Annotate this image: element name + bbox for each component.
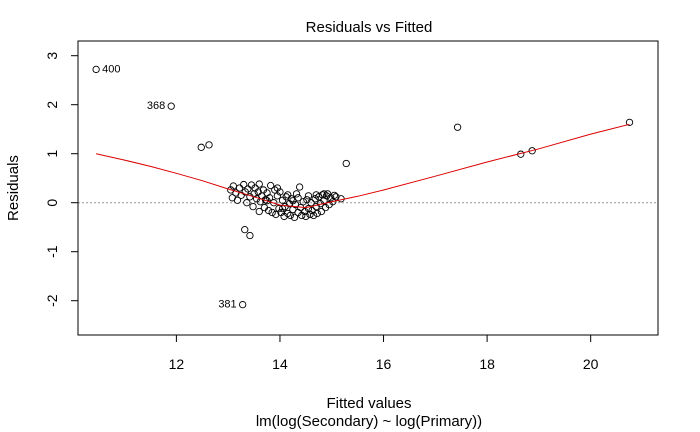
smoother-line — [95, 123, 630, 209]
y-tick-label: -2 — [44, 294, 60, 307]
x-axis: 12 14 16 18 20 — [169, 334, 599, 372]
data-point — [276, 188, 284, 196]
x-axis-sublabel: lm(log(Secondary) ~ log(Primary)) — [256, 413, 482, 430]
data-point — [332, 193, 340, 201]
data-point — [273, 192, 282, 200]
data-point — [235, 184, 244, 192]
data-point — [254, 188, 262, 196]
point-label: 400 — [102, 63, 120, 75]
data-point — [313, 209, 321, 218]
data-point — [205, 141, 213, 149]
x-tick-label: 18 — [479, 356, 495, 372]
data-point — [244, 185, 252, 193]
data-point — [327, 194, 335, 202]
data-point — [302, 212, 310, 221]
data-point — [453, 123, 462, 131]
data-point — [270, 199, 278, 207]
data-point — [241, 225, 249, 234]
data-point — [255, 207, 263, 216]
y-tick-label: 0 — [44, 199, 60, 207]
x-tick-label: 20 — [583, 356, 599, 372]
data-point — [233, 196, 242, 204]
data-point — [167, 102, 175, 110]
point-label: 368 — [147, 100, 165, 112]
data-point — [239, 300, 247, 309]
data-point — [92, 65, 100, 74]
data-point — [286, 211, 294, 220]
data-point — [197, 143, 205, 151]
data-point — [304, 192, 313, 200]
y-tick-label: 1 — [44, 150, 60, 158]
point-label: 381 — [218, 299, 236, 311]
data-point — [249, 202, 257, 211]
y-tick-label: 3 — [44, 52, 60, 60]
plot-frame — [77, 40, 659, 336]
data-point — [240, 180, 248, 189]
data-point — [246, 231, 254, 240]
x-tick-label: 14 — [272, 356, 288, 372]
data-point — [307, 199, 315, 207]
data-point — [255, 180, 263, 188]
data-point — [292, 190, 301, 198]
data-point — [243, 199, 251, 207]
y-tick-label: -1 — [44, 245, 60, 258]
data-point — [312, 191, 320, 199]
data-point — [317, 207, 326, 216]
data-point — [306, 210, 314, 219]
data-point — [625, 118, 634, 126]
y-axis-label: Residuals — [5, 155, 22, 221]
x-tick-label: 12 — [169, 356, 185, 372]
data-point — [320, 190, 328, 198]
data-point — [263, 197, 271, 205]
data-point — [282, 193, 290, 201]
data-point — [289, 197, 297, 205]
y-tick-label: 2 — [44, 101, 60, 109]
data-point — [264, 206, 273, 215]
data-point — [311, 195, 319, 203]
data-point — [266, 181, 275, 190]
data-point — [309, 211, 318, 220]
x-tick-label: 16 — [376, 356, 392, 372]
data-point — [295, 183, 304, 191]
data-point — [284, 191, 292, 199]
chart-title: Residuals vs Fitted — [306, 19, 433, 36]
data-point — [287, 195, 296, 203]
data-point — [342, 159, 350, 168]
data-point — [272, 210, 280, 219]
data-point — [273, 184, 282, 192]
data-point — [528, 147, 536, 155]
data-points — [92, 65, 634, 309]
point-labels: 400 368 381 — [102, 63, 237, 310]
x-axis-label: Fitted values — [326, 395, 411, 412]
y-axis: -2 -1 0 1 2 3 — [44, 52, 79, 307]
data-point — [299, 198, 307, 206]
data-point — [268, 208, 276, 217]
data-point — [290, 213, 299, 222]
